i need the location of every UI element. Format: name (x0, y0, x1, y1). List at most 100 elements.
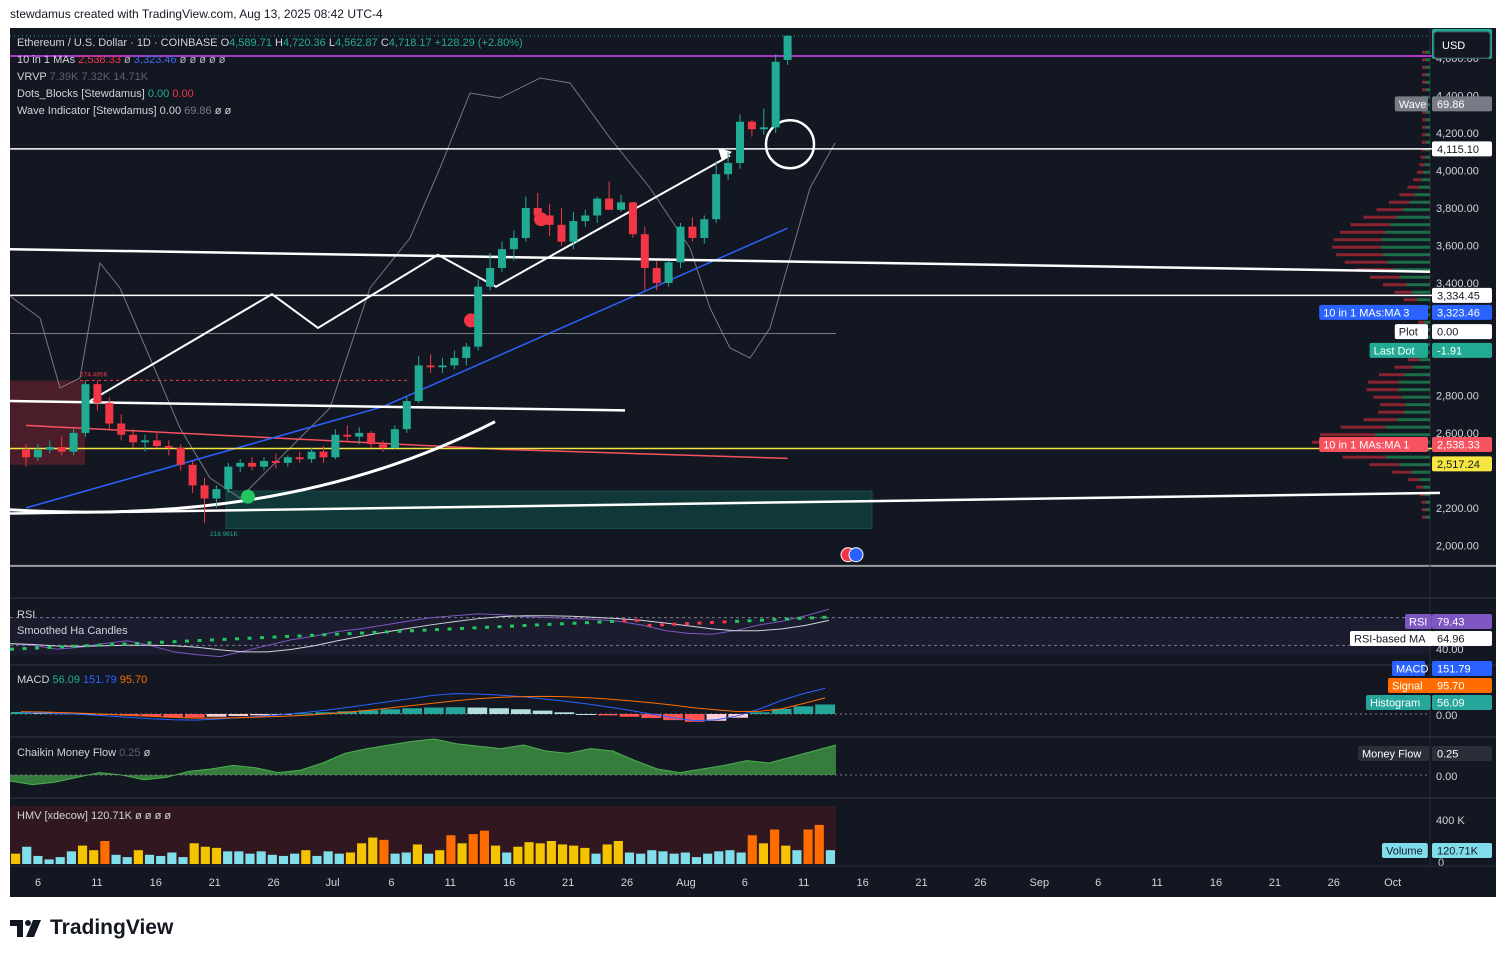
candle[interactable] (224, 462, 233, 493)
candle[interactable] (771, 54, 780, 133)
trendline-lower[interactable] (10, 491, 1441, 515)
candle[interactable] (700, 215, 709, 244)
currency-button[interactable]: USD (1433, 31, 1491, 59)
histogram-tag[interactable]: Histogram 56.09 (1366, 695, 1492, 710)
candle[interactable] (581, 209, 590, 227)
candle[interactable] (640, 226, 649, 291)
candle[interactable] (747, 119, 756, 137)
money-flow-tag[interactable]: Money Flow 0.25 (1358, 746, 1492, 761)
price-tag[interactable]: Wave 69.86 (1394, 96, 1492, 112)
candle[interactable] (33, 444, 42, 462)
trendline-mid[interactable] (10, 399, 626, 412)
candle[interactable] (593, 196, 602, 223)
price-tag[interactable]: 10 in 1 MAs:MA 3 3,323.46 (1319, 304, 1492, 320)
candle[interactable] (307, 447, 316, 463)
candle[interactable] (271, 453, 280, 469)
chart-canvas[interactable]: 574.485K 218.961K RSI Smoothed Ha Candles M… (10, 28, 1496, 897)
candle[interactable] (164, 440, 173, 456)
candle[interactable] (188, 461, 197, 493)
volume-tag[interactable]: Volume 120.71K (1382, 843, 1492, 858)
candle[interactable] (319, 446, 328, 463)
candles-layer[interactable] (22, 35, 792, 523)
price-tag[interactable]: Plot 0.00 (1394, 324, 1492, 340)
candle[interactable] (176, 444, 185, 471)
tradingview-logo[interactable]: TradingView (10, 915, 173, 941)
candle[interactable] (117, 414, 126, 441)
candle[interactable] (712, 161, 721, 223)
candle[interactable] (736, 114, 744, 169)
candle[interactable] (260, 457, 268, 471)
candle[interactable] (652, 260, 661, 291)
price-tag[interactable]: 3,334.45 (1432, 287, 1492, 303)
candle[interactable] (105, 397, 114, 430)
candle[interactable] (367, 431, 376, 448)
candle[interactable] (57, 436, 66, 456)
candle[interactable] (605, 181, 614, 210)
signal-tag[interactable]: Signal 95.70 (1388, 678, 1492, 693)
chart-frame[interactable]: 574.485K 218.961K RSI Smoothed Ha Candles M… (10, 28, 1496, 897)
candle[interactable] (783, 35, 792, 65)
trendline-upper[interactable] (10, 247, 1431, 273)
event-flag-icon[interactable] (848, 547, 864, 563)
curve-support[interactable] (10, 420, 496, 514)
candle[interactable] (664, 260, 673, 287)
candle[interactable] (283, 455, 292, 467)
candle[interactable] (438, 357, 447, 373)
candle[interactable] (402, 397, 411, 433)
candle[interactable] (569, 211, 578, 250)
candle[interactable] (617, 194, 625, 212)
candle[interactable] (212, 485, 221, 508)
candle[interactable] (379, 440, 387, 452)
price-tag[interactable]: 2,517.24 (1432, 456, 1492, 472)
price-tag[interactable]: Last Dot -1.91 (1369, 342, 1492, 358)
candle[interactable] (688, 217, 697, 242)
macd-tag[interactable]: MACD 151.79 (1392, 661, 1492, 676)
rsi-band (10, 617, 1430, 655)
candle[interactable] (248, 457, 257, 471)
candle[interactable] (141, 434, 149, 452)
rsi-tag[interactable]: RSI 79.43 (1405, 614, 1492, 629)
candle[interactable] (200, 477, 209, 523)
candle[interactable] (343, 425, 352, 443)
candle[interactable] (462, 342, 471, 366)
candle[interactable] (390, 425, 399, 450)
candle[interactable] (45, 440, 54, 454)
candle[interactable] (69, 429, 78, 456)
breakout-circle[interactable] (764, 118, 816, 170)
candle[interactable] (450, 350, 459, 370)
indicator-legend[interactable]: VRVP 7.39K 7.32K 14.71K (17, 71, 149, 83)
candle[interactable] (533, 192, 542, 223)
rsi-ma-tag[interactable]: RSI-based MA 64.96 (1350, 631, 1492, 646)
candle[interactable] (628, 202, 637, 238)
candle[interactable] (414, 356, 423, 403)
candle[interactable] (355, 427, 364, 445)
candle[interactable] (509, 230, 518, 261)
price-tag[interactable]: 10 in 1 MAs:MA 1 2,538.33 (1319, 437, 1492, 453)
candle[interactable] (295, 451, 304, 463)
candle[interactable] (474, 279, 483, 351)
candle[interactable] (81, 380, 90, 437)
projection-path[interactable] (89, 154, 731, 402)
candle[interactable] (498, 241, 506, 272)
candle[interactable] (236, 459, 245, 473)
candle[interactable] (426, 354, 435, 373)
candle[interactable] (521, 196, 530, 242)
candle[interactable] (93, 380, 102, 411)
candle[interactable] (129, 429, 138, 448)
candle[interactable] (486, 252, 495, 291)
candle[interactable] (545, 204, 554, 237)
time-axis[interactable]: 6 11 16 21 26 Jul 6 11 16 21 26 Aug 6 11 16 21 26 Sep 6 11 1… (10, 865, 1496, 889)
candle[interactable] (724, 151, 733, 180)
indicator-legend[interactable]: 10 in 1 MAs 2,538.33 ø 3,323.46 ø ø ø ø … (17, 54, 226, 66)
candle[interactable] (759, 108, 768, 135)
candle[interactable] (331, 429, 340, 460)
indicator-legend[interactable]: Wave Indicator [Stewdamus] 0.00 69.86 ø … (17, 105, 232, 117)
candle[interactable] (152, 432, 161, 448)
candle[interactable] (676, 222, 685, 268)
candle[interactable] (557, 207, 566, 246)
candle[interactable] (22, 444, 30, 467)
indicator-legend[interactable]: Dots_Blocks [Stewdamus] 0.00 0.00 (17, 88, 194, 100)
price-tag[interactable]: 4,115.10 (1432, 141, 1492, 157)
symbol-legend[interactable]: Ethereum / U.S. Dollar · 1D · COINBASE O… (17, 37, 523, 49)
